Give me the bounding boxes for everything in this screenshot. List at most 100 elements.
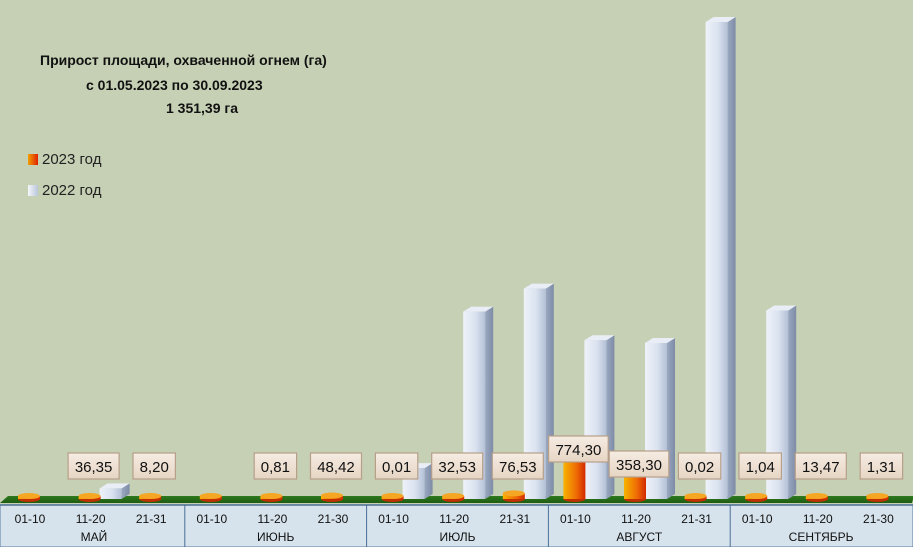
data-label: 1,31 [867,459,896,476]
data-label: 1,04 [746,459,775,476]
x-tick-label: 11-20 [257,512,287,526]
x-tick-label: 11-20 [803,512,833,526]
bar-2022-top [705,17,736,23]
data-label-box: 0,01 [374,452,419,480]
month-label: АВГУСТ [616,530,662,544]
data-label-frame [67,452,120,480]
month-label: СЕНТЯБРЬ [789,530,854,544]
bar-2023-cap [321,492,343,499]
bar-2022-top [766,305,797,311]
x-tick-label: 21-31 [681,512,712,526]
x-tick-label: 11-20 [439,512,469,526]
legend-item-2022: 2022 год [28,182,101,199]
bar-2022 [523,288,546,499]
bar-2022-side [121,483,130,499]
x-tick-label: 21-31 [136,512,167,526]
bar-2023-cap [684,493,707,499]
data-label-frame [738,452,783,480]
bar-2023-cap [745,493,768,499]
month-label: МАЙ [81,529,108,544]
x-tick-label: 11-20 [76,512,106,526]
x-tick-label: 21-31 [499,512,530,526]
data-label-frame [309,452,363,480]
data-label-frame [859,452,904,480]
bar-2022 [99,488,122,499]
chart-title-line-1: Прирост площади, охваченной огнем (га) [40,52,327,68]
bar-2022-top [99,483,130,489]
data-label: 0,81 [261,459,290,476]
legend-swatch-2022 [28,185,38,196]
bar-2023-cap [805,493,828,499]
data-label: 358,30 [616,457,662,474]
legend-label-2023: 2023 год [42,151,102,168]
legend-swatch-2023 [28,154,38,165]
bar-2023-cap [139,493,162,499]
bar-2022-side [485,306,494,499]
bar-2022 [766,310,789,499]
data-label: 13,47 [802,459,840,476]
data-label-box: 1,04 [738,452,783,480]
data-label-box: 0,02 [677,452,722,480]
bar-2023 [624,472,646,499]
legend-label-2022: 2022 год [42,182,102,199]
bar-2022 [705,22,728,500]
data-label-box: 0,81 [253,452,298,480]
data-label: 32,53 [438,459,476,476]
data-label-box: 36,35 [67,452,120,480]
bar-2023-cap [381,493,404,499]
x-tick-label: 01-10 [742,512,773,526]
data-label-frame [608,450,670,478]
bar-2023-cap [442,493,465,499]
data-label: 48,42 [317,459,355,476]
bar-2022 [463,311,486,499]
data-label-frame [677,452,722,480]
bar-2022-side [545,283,554,499]
bar-2023-cap [502,490,525,497]
data-label-frame [132,452,177,480]
x-tick-label: 11-20 [621,512,651,526]
data-label-box: 774,30 [547,435,609,463]
bar-2022-side [424,463,433,499]
x-tick-label: 01-10 [15,512,46,526]
bar-2022-top [645,338,675,344]
data-label-box: 8,20 [132,452,177,480]
legend-item-2023: 2023 год [28,151,101,168]
data-label-box: 13,47 [794,452,847,480]
chart-title-line-3: 1 351,39 га [166,100,239,116]
bar-2022-top [523,283,554,289]
x-tick-label: 21-30 [863,512,894,526]
bar-2023-cap [260,493,283,499]
x-tick-label: 01-10 [560,512,591,526]
bar-2022 [584,340,607,499]
x-tick-label: 01-10 [378,512,409,526]
data-label-box: 1,31 [859,452,904,480]
data-label: 0,02 [685,459,714,476]
data-label-frame [547,435,609,463]
data-label-frame [253,452,298,480]
data-label: 774,30 [555,442,601,459]
data-label-box: 32,53 [431,452,484,480]
data-label: 0,01 [382,459,411,476]
data-label-box: 76,53 [491,452,544,480]
data-label-frame [374,452,419,480]
data-label-frame [794,452,847,480]
bar-2022-top [584,335,615,341]
bar-2023-cap [866,493,889,499]
data-label-box: 358,30 [608,450,670,478]
month-label: ИЮЛЬ [440,530,476,544]
data-label-frame [431,452,484,480]
data-label: 36,35 [75,459,113,476]
x-tick-label: 01-10 [196,512,227,526]
bar-2022-side [727,17,736,500]
bar-2023-cap [199,493,222,499]
x-tick-label: 21-30 [318,512,349,526]
month-label: ИЮНЬ [257,530,294,544]
chart-title-line-2: с 01.05.2023 по 30.09.2023 [86,77,263,93]
bar-2022-side [788,305,797,499]
data-label-frame [491,452,544,480]
data-label: 8,20 [140,459,169,476]
bar-2023-cap [18,493,40,499]
bar-2023-cap [78,493,101,499]
